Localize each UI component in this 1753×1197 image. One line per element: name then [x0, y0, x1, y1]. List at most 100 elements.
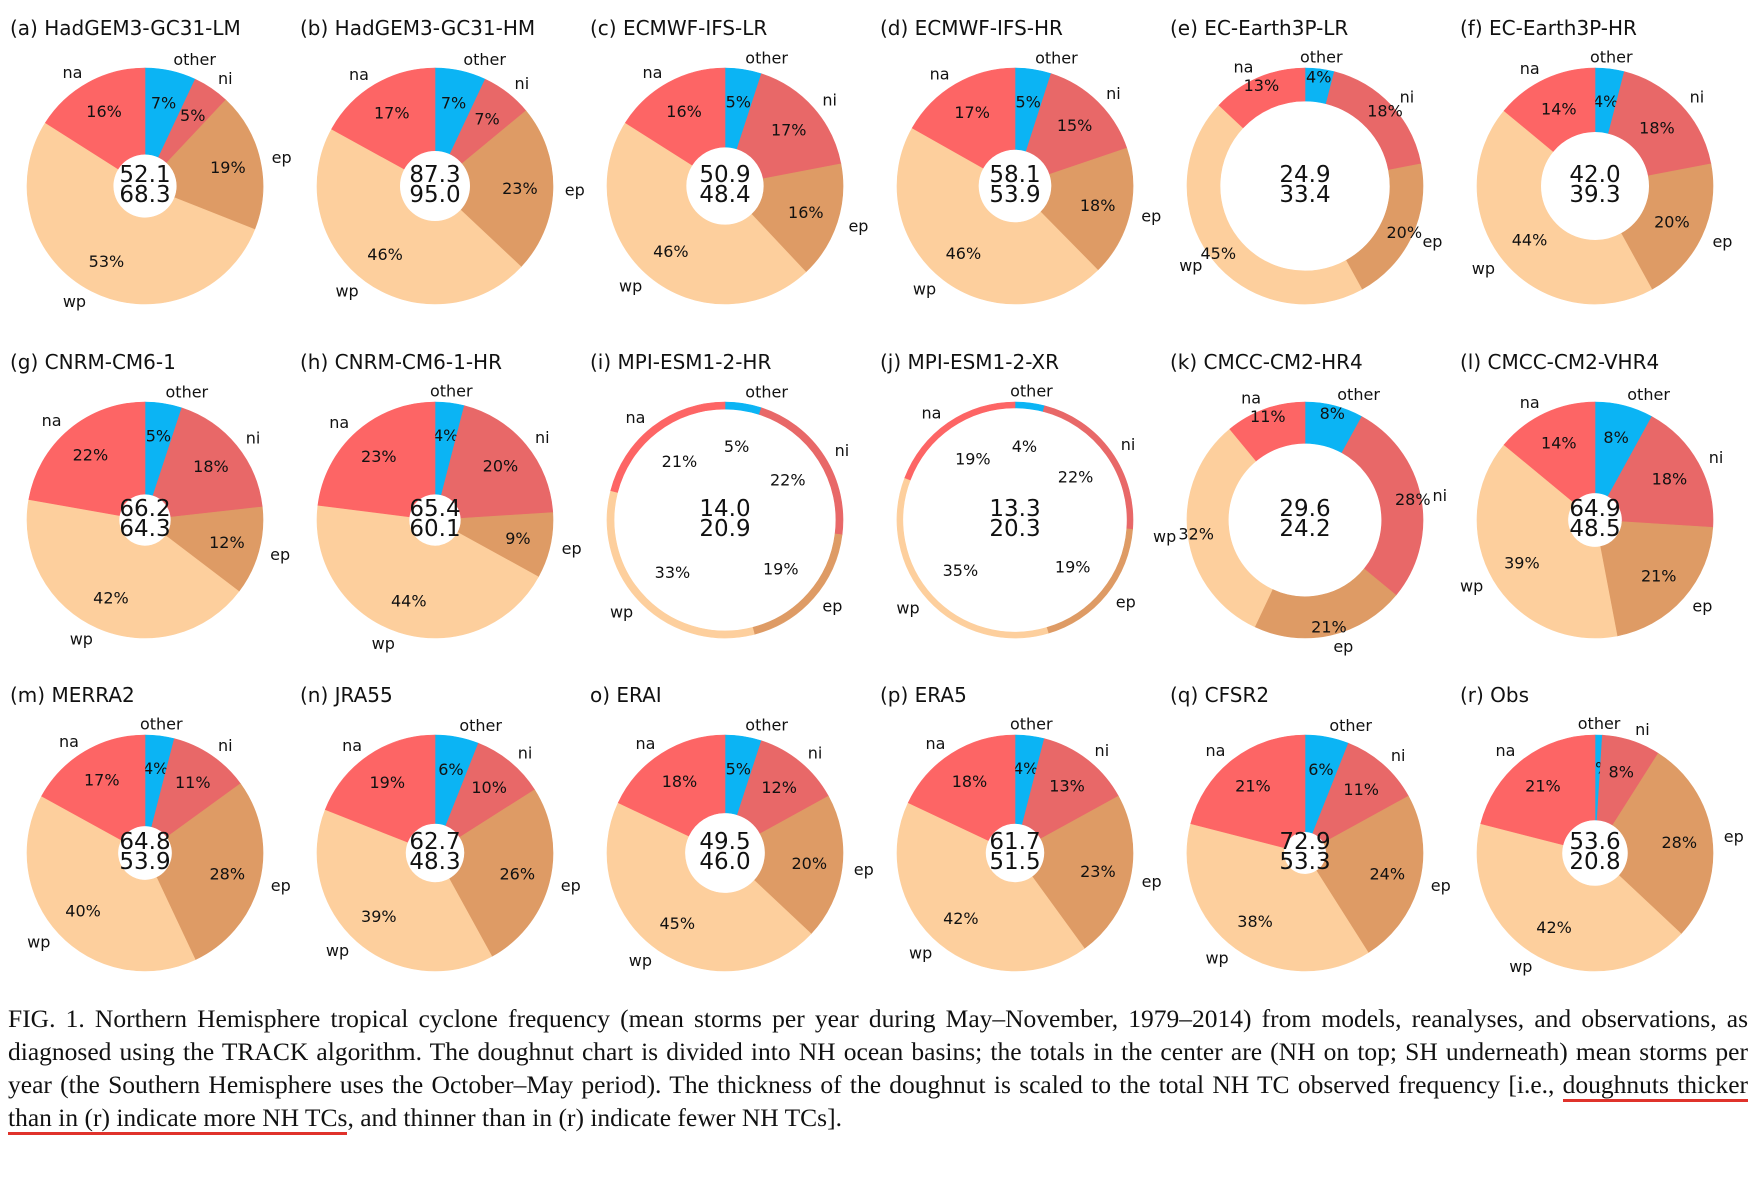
wedge-percent-label: 26% — [500, 865, 536, 884]
wedge-ep — [166, 99, 264, 230]
wedge-percent-label: 13% — [1049, 776, 1085, 795]
basin-label: ni — [1106, 84, 1121, 103]
wedge-percent-label: 46% — [367, 245, 403, 264]
wedge-percent-label: 17% — [374, 103, 410, 122]
doughnut-panel: (e) EC-Earth3P-LR 4% other 18% ni 20% ep 45% wp 1… — [1170, 16, 1450, 336]
doughnut-chart: 4% other 11% ni 28% ep 40% wp 17% na 64.853.9 — [26, 715, 291, 972]
basin-label: ep — [561, 876, 581, 895]
doughnut-panel: (a) HadGEM3-GC31-LM 7% other 5% ni 19% ep 53% wp… — [10, 16, 292, 336]
nh-total: 24.9 — [1279, 162, 1330, 188]
wedge-percent-label: 42% — [943, 909, 979, 928]
doughnut-chart: 4% other 13% ni 23% ep 42% wp 18% na 61.751.5 — [896, 715, 1162, 972]
wedge-wp — [1476, 823, 1682, 972]
wedge-na — [44, 67, 146, 170]
panel-title: (j) MPI-ESM1-2-XR — [880, 350, 1060, 374]
wedge-ep — [751, 163, 844, 273]
basin-label: wp — [27, 932, 50, 951]
basin-label: other — [1010, 382, 1053, 401]
wedge-wp — [896, 127, 1099, 305]
basin-label: ni — [1121, 435, 1136, 454]
wedge-na — [617, 734, 726, 837]
basin-label: na — [349, 65, 369, 84]
doughnut-chart: 5% other 18% ni 12% ep 42% wp 22% na 66.264.3 — [26, 382, 290, 648]
wedge-percent-label: 35% — [943, 561, 979, 580]
basin-label: na — [930, 64, 950, 83]
basin-label: ni — [218, 736, 233, 755]
wedge-percent-label: 21% — [1641, 567, 1677, 586]
basin-label: ep — [1692, 596, 1712, 615]
nh-total: 50.9 — [699, 162, 750, 188]
basin-label: other — [745, 715, 788, 734]
doughnut-chart: 5% other 17% ni 16% ep 46% wp 16% na 50.948.4 — [606, 48, 868, 305]
doughnut-panel: (n) JRA55 6% other 10% ni 26% ep 39% wp 19% na 62.7… — [300, 683, 581, 1003]
wedge-wp — [896, 802, 1085, 972]
basin-label: wp — [619, 277, 642, 296]
wedge-na — [331, 67, 436, 187]
wedge-percent-label: 4% — [1013, 759, 1038, 778]
nh-total: 14.0 — [699, 496, 750, 522]
basin-label: ni — [1690, 88, 1705, 107]
basin-label: ni — [1400, 88, 1415, 107]
basin-label: ep — [1141, 207, 1161, 226]
wedge-na — [1503, 401, 1596, 504]
wedge-percent-label: 20% — [1654, 213, 1690, 232]
doughnut-chart-grid: (a) HadGEM3-GC31-LM 7% other 5% ni 19% ep 53% wp… — [10, 16, 1744, 976]
wedge-percent-label: 22% — [73, 445, 109, 464]
wedge-wp — [316, 809, 493, 972]
basin-label: na — [1520, 59, 1540, 78]
wedge-percent-label: 6% — [438, 760, 463, 779]
wedge-percent-label: 6% — [1308, 760, 1333, 779]
wedge-percent-label: 44% — [1512, 231, 1548, 250]
basin-label: other — [1329, 716, 1372, 735]
panel-title: (e) EC-Earth3P-LR — [1170, 16, 1349, 40]
wedge-percent-label: 23% — [502, 179, 538, 198]
wedge-percent-label: 8% — [1320, 404, 1345, 423]
basin-label: other — [1300, 48, 1343, 67]
basin-label: ep — [271, 876, 291, 895]
wedge-wp — [1476, 444, 1618, 639]
wedge-ni — [1325, 71, 1422, 171]
panel-title: (b) HadGEM3-GC31-HM — [300, 16, 536, 40]
basin-label: na — [1495, 741, 1515, 760]
sh-total: 48.3 — [409, 849, 460, 875]
sh-total: 53.3 — [1279, 849, 1330, 875]
basin-label: ni — [1095, 741, 1110, 760]
basin-label: ni — [1709, 448, 1724, 467]
basin-label: other — [1337, 385, 1380, 404]
wedge-wp — [26, 795, 196, 972]
wedge-ep — [753, 795, 844, 935]
caption-text-after: , and thinner than in (r) indicate fewer… — [347, 1103, 842, 1132]
basin-label: wp — [70, 629, 93, 648]
panel-title: (g) CNRM-CM6-1 — [10, 350, 176, 374]
wedge-ni — [1607, 416, 1714, 528]
wedge-percent-label: 28% — [1662, 833, 1698, 852]
basin-label: wp — [1179, 256, 1202, 275]
basin-label: na — [1205, 741, 1225, 760]
wedge-ni — [1025, 73, 1128, 175]
basin-label: wp — [326, 941, 349, 960]
wedge-percent-label: 17% — [954, 103, 990, 122]
wedge-percent-label: 17% — [771, 120, 807, 139]
nh-total: 49.5 — [699, 829, 750, 855]
wedge-other — [724, 401, 762, 415]
wedge-na — [624, 67, 726, 166]
doughnut-chart: 4%other 18%ni 20% ep 45%wp 13%na 24.933.4 — [1179, 48, 1442, 305]
wedge-na — [911, 67, 1016, 169]
wedge-percent-label: 19% — [955, 449, 991, 468]
wedge-wp — [1186, 428, 1273, 628]
basin-label: other — [1010, 715, 1053, 734]
wedge-percent-label: 46% — [653, 242, 689, 261]
wedge-percent-label: 7% — [474, 109, 499, 128]
sh-total: 53.9 — [989, 182, 1040, 208]
wedge-percent-label: 24% — [1370, 865, 1406, 884]
doughnut-panel: (c) ECMWF-IFS-LR 5% other 17% ni 16% ep 46% wp 16… — [590, 16, 870, 336]
wedge-percent-label: 13% — [1244, 76, 1280, 95]
doughnut-panel: (q) CFSR2 6% other 11% ni 24% ep 38% wp 21% na 72.9… — [1170, 683, 1451, 1003]
wedge-ep — [1046, 528, 1133, 634]
sh-total: 20.8 — [1569, 849, 1620, 875]
wedge-percent-label: 18% — [1367, 101, 1403, 120]
sh-total: 48.5 — [1569, 516, 1620, 542]
wedge-wp — [26, 122, 256, 305]
center-hole — [400, 151, 470, 221]
nh-total: 29.6 — [1279, 496, 1330, 522]
